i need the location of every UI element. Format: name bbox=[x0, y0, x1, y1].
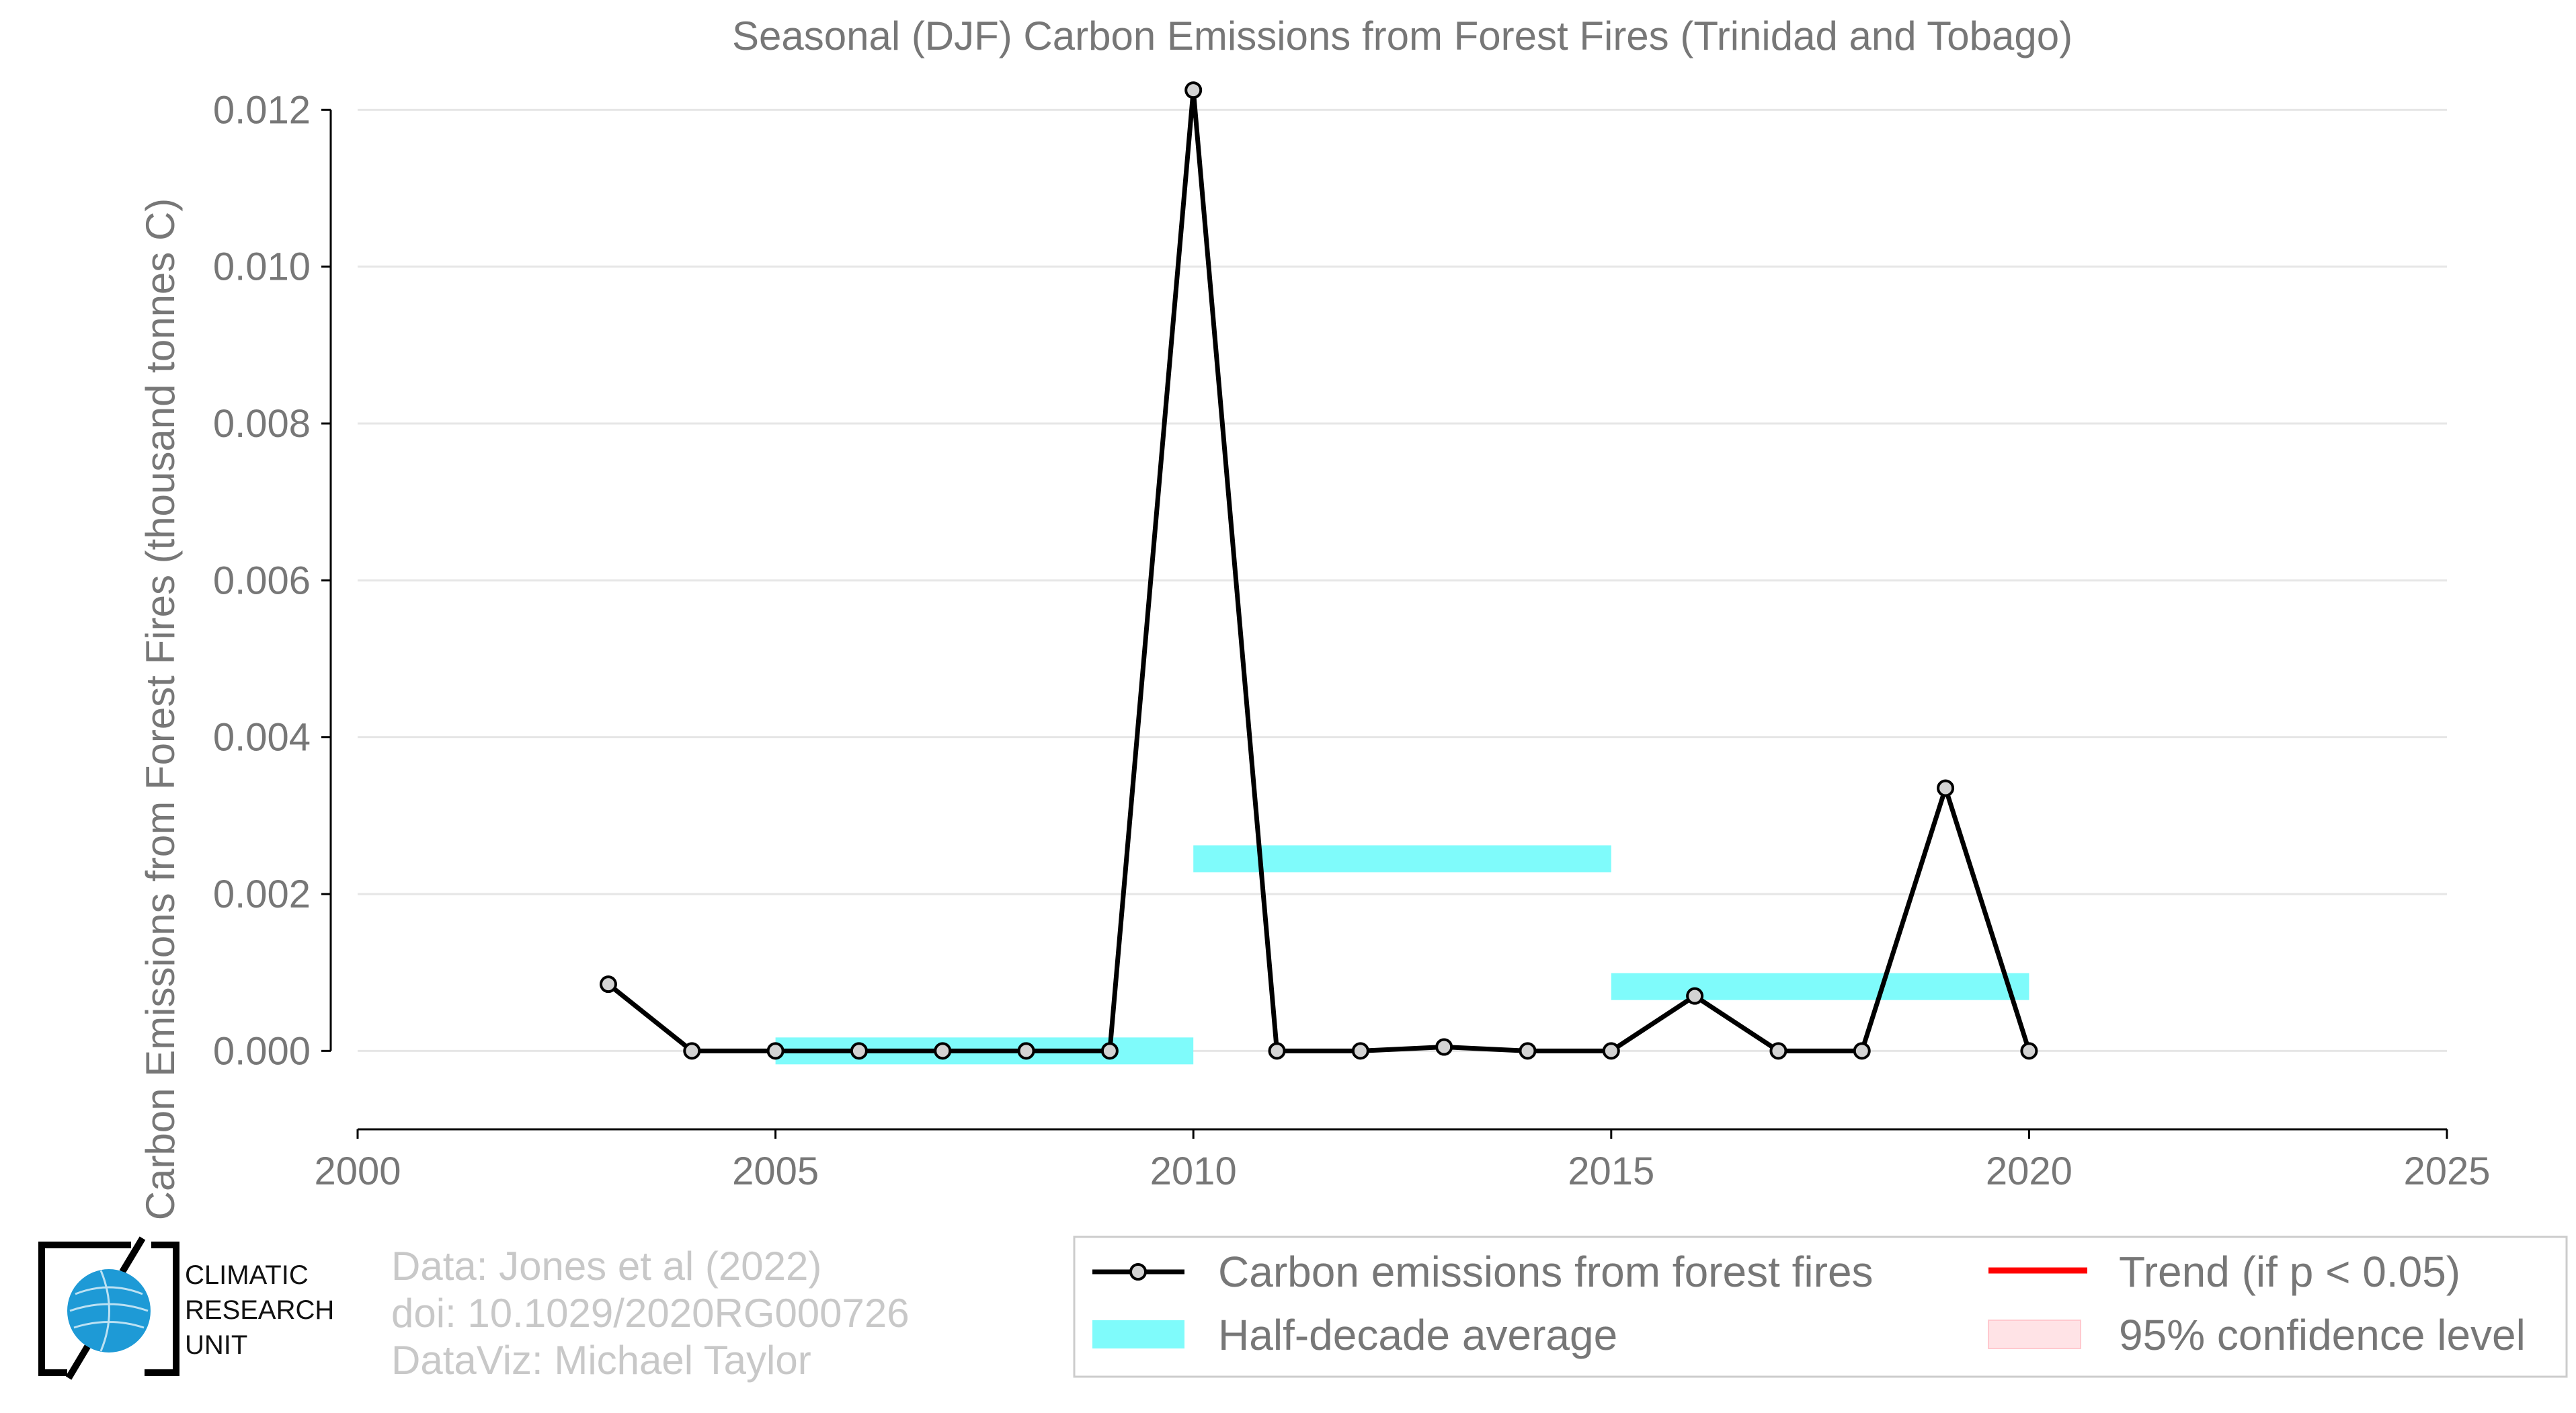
globe-lines bbox=[69, 1270, 149, 1352]
y-tick-label: 0.012 bbox=[213, 88, 311, 132]
credit-dataviz: DataViz: Michael Taylor bbox=[391, 1338, 811, 1383]
data-point bbox=[850, 1042, 868, 1060]
legend-item-emissions: Carbon emissions from forest fires bbox=[1092, 1248, 1874, 1296]
legend-label-half-decade: Half-decade average bbox=[1218, 1311, 1617, 1359]
legend-marker-icon bbox=[1129, 1263, 1147, 1281]
data-point bbox=[766, 1042, 784, 1060]
x-tick-label: 2025 bbox=[2403, 1149, 2490, 1193]
logo-text-unit: UNIT bbox=[185, 1330, 247, 1360]
chart-title: Seasonal (DJF) Carbon Emissions from For… bbox=[732, 13, 2072, 58]
logo-text-research: RESEARCH bbox=[185, 1295, 334, 1325]
half-decade-bar bbox=[1193, 845, 1611, 873]
data-point bbox=[1769, 1042, 1787, 1060]
legend-label-emissions: Carbon emissions from forest fires bbox=[1218, 1248, 1874, 1296]
x-tick-label: 2020 bbox=[1986, 1149, 2072, 1193]
data-point bbox=[599, 975, 617, 994]
x-tick-label: 2005 bbox=[732, 1149, 819, 1193]
legend-label-confidence: 95% confidence level bbox=[2119, 1311, 2526, 1359]
data-point bbox=[1184, 81, 1203, 99]
y-tick-label: 0.006 bbox=[213, 559, 311, 602]
y-tick-label: 0.000 bbox=[213, 1029, 311, 1073]
logo-bracket bbox=[38, 1242, 179, 1376]
data-point bbox=[2020, 1042, 2038, 1060]
data-point bbox=[934, 1042, 952, 1060]
half-decade-bands bbox=[775, 845, 2029, 1065]
data-point bbox=[1519, 1042, 1537, 1060]
x-tick-label: 2015 bbox=[1568, 1149, 1654, 1193]
data-point bbox=[1937, 779, 1955, 797]
y-tick-label: 0.004 bbox=[213, 716, 311, 760]
emissions-line bbox=[606, 87, 2031, 1053]
cru-logo: CLIMATIC RESEARCH UNIT bbox=[38, 1236, 334, 1380]
logo-slash-top bbox=[119, 1236, 146, 1274]
y-tick-label: 0.008 bbox=[213, 402, 311, 446]
half-decade-bar bbox=[1611, 973, 2029, 1000]
data-point bbox=[683, 1042, 701, 1060]
logo-slash-bottom bbox=[65, 1342, 92, 1380]
y-axis-label: Carbon Emissions from Forest Fires (thou… bbox=[138, 198, 183, 1221]
credit-doi: doi: 10.1029/2020RG000726 bbox=[391, 1291, 910, 1336]
legend-item-trend: Trend (if p < 0.05) bbox=[1988, 1248, 2460, 1296]
data-point bbox=[1602, 1042, 1620, 1060]
data-point bbox=[1268, 1042, 1286, 1060]
data-point bbox=[1100, 1042, 1119, 1060]
legend-item-half-decade: Half-decade average bbox=[1092, 1311, 1617, 1359]
x-tick-label: 2010 bbox=[1150, 1149, 1237, 1193]
legend-band-icon bbox=[1092, 1320, 1184, 1348]
data-point bbox=[1017, 1042, 1035, 1060]
data-point bbox=[1351, 1042, 1369, 1060]
gridlines bbox=[358, 108, 2447, 1052]
y-tick-label: 0.010 bbox=[213, 245, 311, 289]
data-point bbox=[1435, 1038, 1453, 1056]
data-points bbox=[599, 81, 2038, 1060]
legend: Carbon emissions from forest fires Trend… bbox=[1073, 1236, 2568, 1378]
series-lines bbox=[606, 87, 2031, 1053]
legend-item-confidence: 95% confidence level bbox=[1988, 1311, 2526, 1359]
credits: Data: Jones et al (2022) doi: 10.1029/20… bbox=[391, 1244, 910, 1383]
legend-frame bbox=[1073, 1236, 2568, 1378]
tick-labels: 0.000 0.002 0.004 0.006 0.008 0.010 0.012 2000 2… bbox=[213, 88, 2491, 1193]
data-point bbox=[1686, 987, 1704, 1005]
x-tick-label: 2000 bbox=[314, 1149, 401, 1193]
y-tick-label: 0.002 bbox=[213, 873, 311, 916]
logo-text-climatic: CLIMATIC bbox=[185, 1260, 309, 1290]
axes bbox=[321, 108, 2448, 1139]
legend-confidence-icon bbox=[1988, 1320, 2081, 1349]
credit-data: Data: Jones et al (2022) bbox=[391, 1244, 821, 1289]
legend-label-trend: Trend (if p < 0.05) bbox=[2119, 1248, 2460, 1296]
data-point bbox=[1853, 1042, 1871, 1060]
